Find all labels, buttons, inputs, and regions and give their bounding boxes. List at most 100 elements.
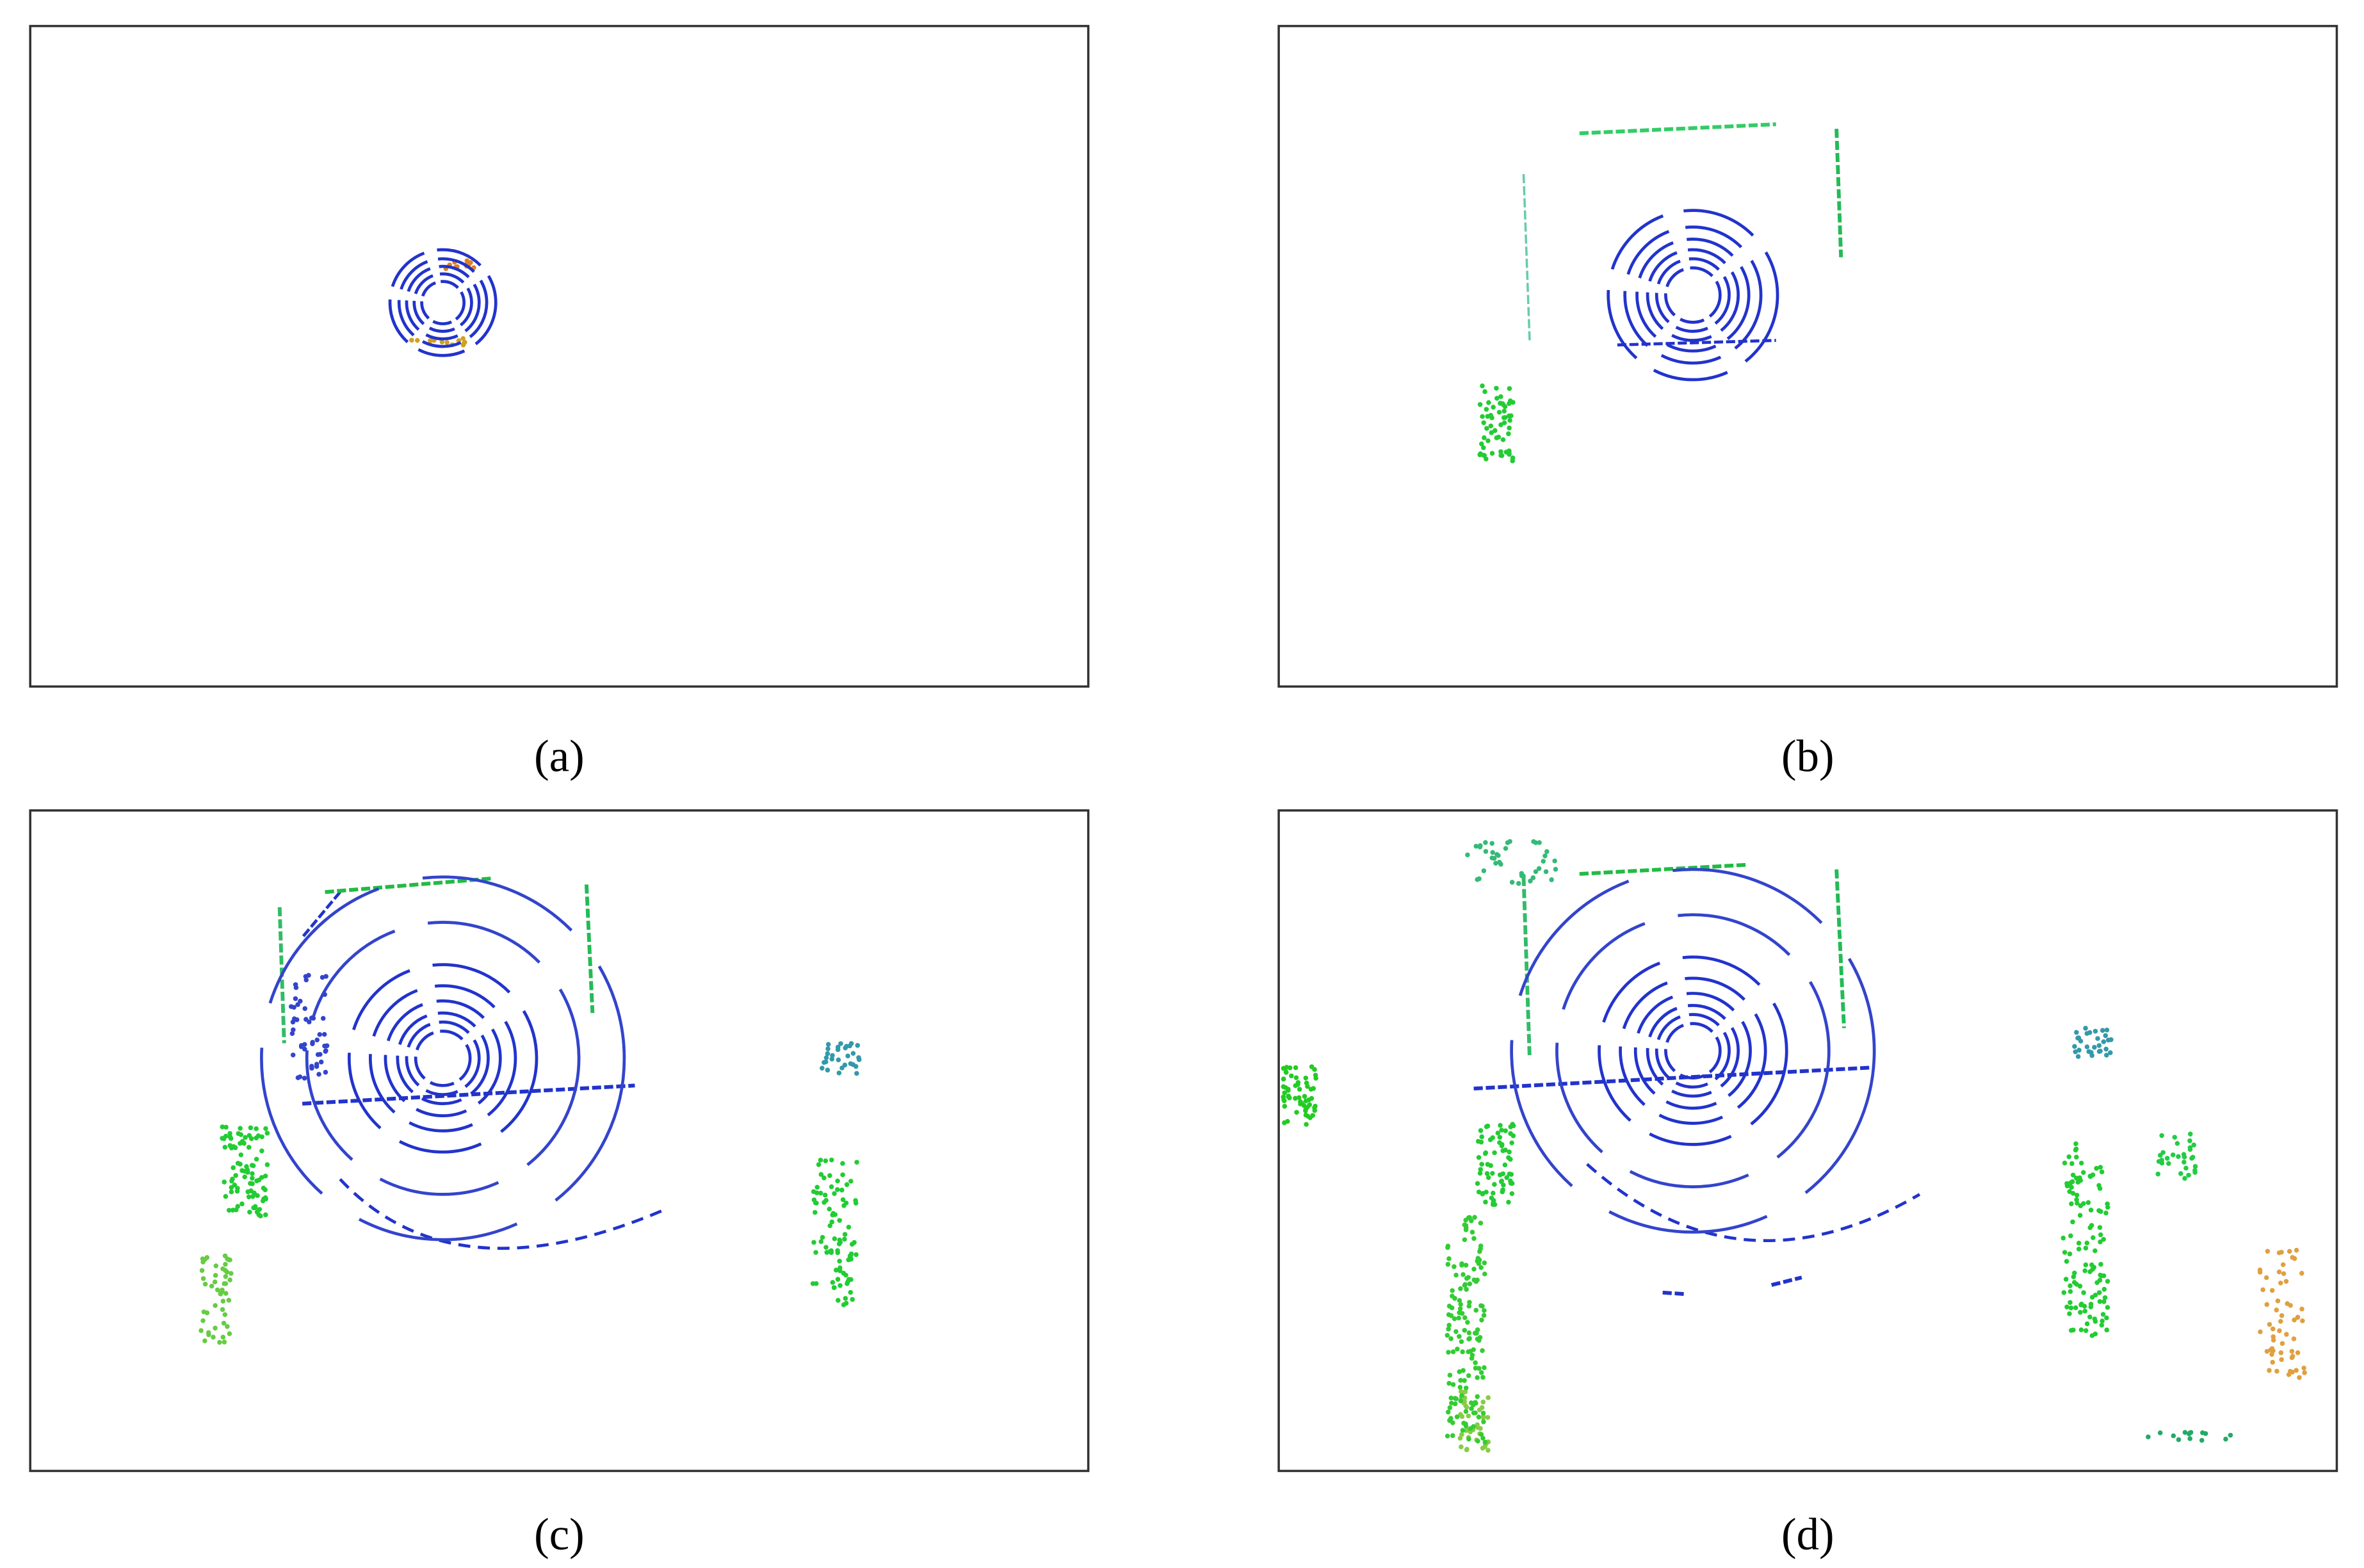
point: [1533, 840, 1539, 845]
point: [1480, 1375, 1486, 1380]
point: [2300, 1318, 2305, 1323]
point: [2104, 1053, 2109, 1058]
point: [839, 1187, 845, 1193]
point: [1450, 1382, 1456, 1387]
point: [1489, 841, 1494, 846]
point: [1484, 1124, 1489, 1129]
point: [229, 1178, 234, 1184]
point: [2269, 1352, 2274, 1357]
point: [1313, 1072, 1318, 1078]
point: [1468, 1348, 1473, 1354]
point: [1293, 1065, 1299, 1071]
point: [838, 1265, 843, 1270]
point: [2098, 1261, 2103, 1267]
point: [2092, 1316, 2098, 1321]
scan-ring: [1655, 257, 1731, 333]
point: [1450, 1349, 1456, 1355]
point: [1445, 1332, 1450, 1338]
point: [2097, 1186, 2103, 1191]
scan-ring: [1664, 266, 1722, 324]
scan-ring: [1633, 992, 1752, 1110]
point: [217, 1339, 222, 1345]
point: [2164, 1156, 2170, 1161]
point: [2285, 1301, 2290, 1306]
point: [249, 1163, 255, 1168]
point: [2223, 1436, 2228, 1442]
point: [2068, 1328, 2074, 1333]
point: [1464, 1446, 1469, 1452]
point: [2098, 1165, 2103, 1170]
point: [2166, 1161, 2171, 1166]
point: [1482, 1271, 1487, 1277]
point: [1494, 396, 1500, 401]
point: [2191, 1142, 2197, 1148]
point: [1477, 452, 1482, 458]
point: [461, 341, 467, 346]
point: [1448, 1395, 1454, 1401]
point: [1457, 1298, 1462, 1303]
point: [220, 1298, 226, 1304]
point: [2274, 1307, 2279, 1313]
point: [855, 1042, 861, 1048]
point: [2294, 1247, 2299, 1253]
point: [250, 1176, 255, 1181]
caption: (a): [534, 731, 585, 781]
point: [2093, 1028, 2098, 1034]
point: [2089, 1053, 2094, 1058]
point: [1303, 1112, 1309, 1118]
point: [2078, 1302, 2084, 1307]
point: [2295, 1314, 2301, 1320]
point: [1462, 1315, 1468, 1320]
point: [1296, 1095, 1302, 1101]
point: [2105, 1279, 2110, 1284]
point: [1506, 1199, 1511, 1205]
point: [848, 1289, 854, 1295]
point: [2097, 1225, 2103, 1230]
point: [1478, 1220, 1484, 1226]
point: [833, 1267, 839, 1273]
point: [320, 1015, 326, 1021]
point: [822, 1192, 828, 1198]
scan-ring: [384, 999, 502, 1118]
point: [1509, 1140, 1514, 1145]
point: [1490, 850, 1495, 855]
point: [288, 1004, 294, 1009]
point: [1480, 1400, 1486, 1405]
point: [2064, 1259, 2069, 1264]
scan-line: [1521, 877, 1532, 1059]
scan-ring: [412, 272, 473, 333]
point: [1542, 853, 1548, 859]
point: [835, 1187, 840, 1192]
point: [2283, 1279, 2289, 1284]
point: [1533, 869, 1539, 875]
point: [823, 1158, 829, 1163]
point: [1507, 1149, 1512, 1154]
point: [838, 1041, 843, 1046]
point: [1446, 1323, 1452, 1328]
point: [1477, 1249, 1482, 1254]
point: [2103, 1210, 2109, 1216]
point: [2178, 1171, 2183, 1176]
panel-frame: [1277, 809, 2338, 1473]
point: [1472, 1215, 1477, 1220]
point: [2088, 1208, 2094, 1213]
point: [1503, 846, 1509, 851]
point: [1303, 1075, 1309, 1081]
point: [1544, 849, 1550, 854]
point: [2187, 1131, 2193, 1136]
point: [2105, 1204, 2110, 1210]
scan-ring: [305, 921, 581, 1196]
point: [2299, 1270, 2304, 1276]
point: [829, 1184, 834, 1190]
point: [1499, 1178, 1505, 1184]
point: [1482, 435, 1487, 440]
point: [2264, 1302, 2270, 1307]
point: [2078, 1327, 2084, 1332]
point: [2187, 1138, 2192, 1144]
point: [836, 1298, 841, 1303]
point: [2084, 1240, 2090, 1246]
point: [2284, 1332, 2289, 1337]
point: [1293, 1095, 1298, 1101]
point: [2104, 1327, 2110, 1332]
point: [1461, 1368, 1466, 1373]
